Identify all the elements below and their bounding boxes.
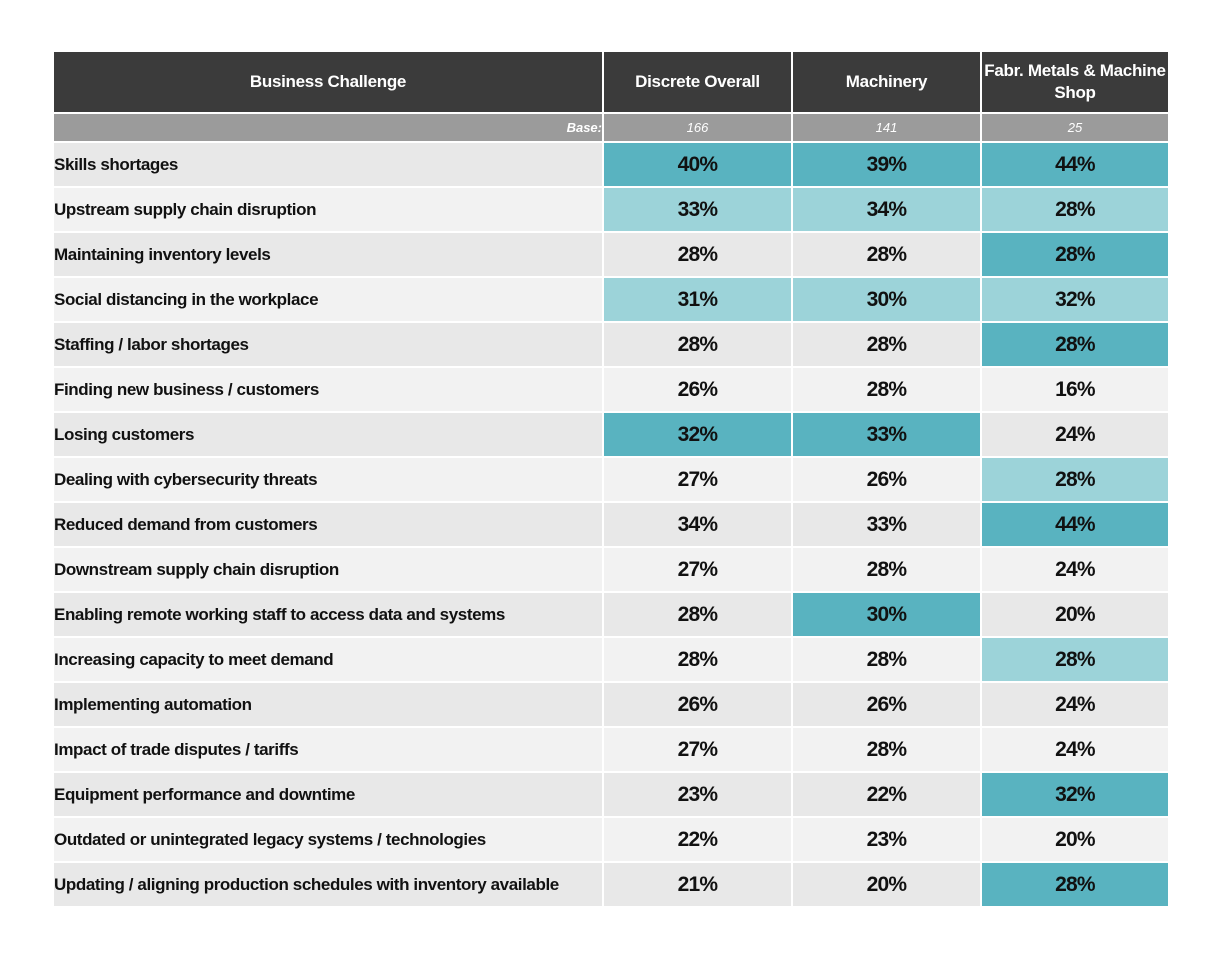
table-row: Downstream supply chain disruption 27% 28%… [54,548,1168,593]
header-row: Business Challenge Discrete Overall Mach… [54,52,1168,114]
cell-discrete-overall: 22% [602,818,791,863]
cell-discrete-overall: 32% [602,413,791,458]
table-row: Equipment performance and downtime 23% 22%… [54,773,1168,818]
row-label: Updating / aligning production schedules… [54,863,602,908]
header-business-challenge: Business Challenge [54,52,602,114]
row-label: Implementing automation [54,683,602,728]
cell-machinery: 39% [791,143,980,188]
cell-fabr-metals: 20% [980,818,1168,863]
row-label: Staffing / labor shortages [54,323,602,368]
cell-discrete-overall: 28% [602,233,791,278]
cell-fabr-metals: 28% [980,188,1168,233]
cell-fabr-metals: 28% [980,323,1168,368]
base-fabr-metals: 25 [980,114,1168,143]
cell-machinery: 30% [791,593,980,638]
row-label: Finding new business / customers [54,368,602,413]
cell-discrete-overall: 28% [602,323,791,368]
base-row: Base: 166 141 25 [54,114,1168,143]
cell-discrete-overall: 34% [602,503,791,548]
cell-discrete-overall: 26% [602,368,791,413]
cell-discrete-overall: 26% [602,683,791,728]
cell-discrete-overall: 31% [602,278,791,323]
table-row: Implementing automation 26% 26% 24% [54,683,1168,728]
business-challenge-table: Business Challenge Discrete Overall Mach… [54,52,1168,908]
row-label: Maintaining inventory levels [54,233,602,278]
cell-machinery: 28% [791,728,980,773]
table-row: Reduced demand from customers 34% 33% 44% [54,503,1168,548]
cell-fabr-metals: 28% [980,233,1168,278]
table-row: Updating / aligning production schedules… [54,863,1168,908]
cell-discrete-overall: 28% [602,638,791,683]
cell-discrete-overall: 28% [602,593,791,638]
table-body: Skills shortages 40% 39% 44% Upstream supply… [54,143,1168,908]
cell-fabr-metals: 32% [980,278,1168,323]
cell-discrete-overall: 33% [602,188,791,233]
cell-discrete-overall: 27% [602,548,791,593]
header-discrete-overall: Discrete Overall [602,52,791,114]
row-label: Reduced demand from customers [54,503,602,548]
table-row: Skills shortages 40% 39% 44% [54,143,1168,188]
table-row: Finding new business / customers 26% 28% 16… [54,368,1168,413]
table-row: Social distancing in the workplace 31% 30%… [54,278,1168,323]
cell-machinery: 28% [791,368,980,413]
cell-fabr-metals: 24% [980,413,1168,458]
row-label: Outdated or unintegrated legacy systems … [54,818,602,863]
row-label: Impact of trade disputes / tariffs [54,728,602,773]
cell-machinery: 26% [791,683,980,728]
cell-machinery: 33% [791,503,980,548]
cell-fabr-metals: 24% [980,548,1168,593]
row-label: Enabling remote working staff to access … [54,593,602,638]
cell-machinery: 26% [791,458,980,503]
table-row: Impact of trade disputes / tariffs 27% 28%… [54,728,1168,773]
header-fabr-metals: Fabr. Metals & Machine Shop [980,52,1168,114]
cell-machinery: 23% [791,818,980,863]
row-label: Skills shortages [54,143,602,188]
table-row: Increasing capacity to meet demand 28% 28%… [54,638,1168,683]
cell-fabr-metals: 24% [980,728,1168,773]
base-machinery: 141 [791,114,980,143]
table-row: Dealing with cybersecurity threats 27% 26%… [54,458,1168,503]
cell-machinery: 28% [791,233,980,278]
cell-fabr-metals: 44% [980,503,1168,548]
cell-fabr-metals: 28% [980,638,1168,683]
cell-machinery: 30% [791,278,980,323]
cell-discrete-overall: 40% [602,143,791,188]
cell-machinery: 28% [791,638,980,683]
row-label: Downstream supply chain disruption [54,548,602,593]
row-label: Dealing with cybersecurity threats [54,458,602,503]
row-label: Social distancing in the workplace [54,278,602,323]
table-row: Enabling remote working staff to access … [54,593,1168,638]
cell-machinery: 22% [791,773,980,818]
base-label: Base: [54,114,602,143]
cell-machinery: 34% [791,188,980,233]
row-label: Increasing capacity to meet demand [54,638,602,683]
cell-machinery: 20% [791,863,980,908]
cell-machinery: 28% [791,323,980,368]
cell-discrete-overall: 27% [602,458,791,503]
cell-fabr-metals: 32% [980,773,1168,818]
table-row: Maintaining inventory levels 28% 28% 28% [54,233,1168,278]
header-machinery: Machinery [791,52,980,114]
cell-fabr-metals: 20% [980,593,1168,638]
row-label: Upstream supply chain disruption [54,188,602,233]
table-row: Outdated or unintegrated legacy systems … [54,818,1168,863]
cell-fabr-metals: 16% [980,368,1168,413]
table-row: Staffing / labor shortages 28% 28% 28% [54,323,1168,368]
cell-fabr-metals: 24% [980,683,1168,728]
cell-discrete-overall: 23% [602,773,791,818]
table-row: Losing customers 32% 33% 24% [54,413,1168,458]
cell-machinery: 33% [791,413,980,458]
cell-discrete-overall: 21% [602,863,791,908]
cell-machinery: 28% [791,548,980,593]
cell-fabr-metals: 44% [980,143,1168,188]
row-label: Losing customers [54,413,602,458]
table-row: Upstream supply chain disruption 33% 34% 28… [54,188,1168,233]
base-discrete-overall: 166 [602,114,791,143]
row-label: Equipment performance and downtime [54,773,602,818]
cell-fabr-metals: 28% [980,863,1168,908]
cell-discrete-overall: 27% [602,728,791,773]
cell-fabr-metals: 28% [980,458,1168,503]
